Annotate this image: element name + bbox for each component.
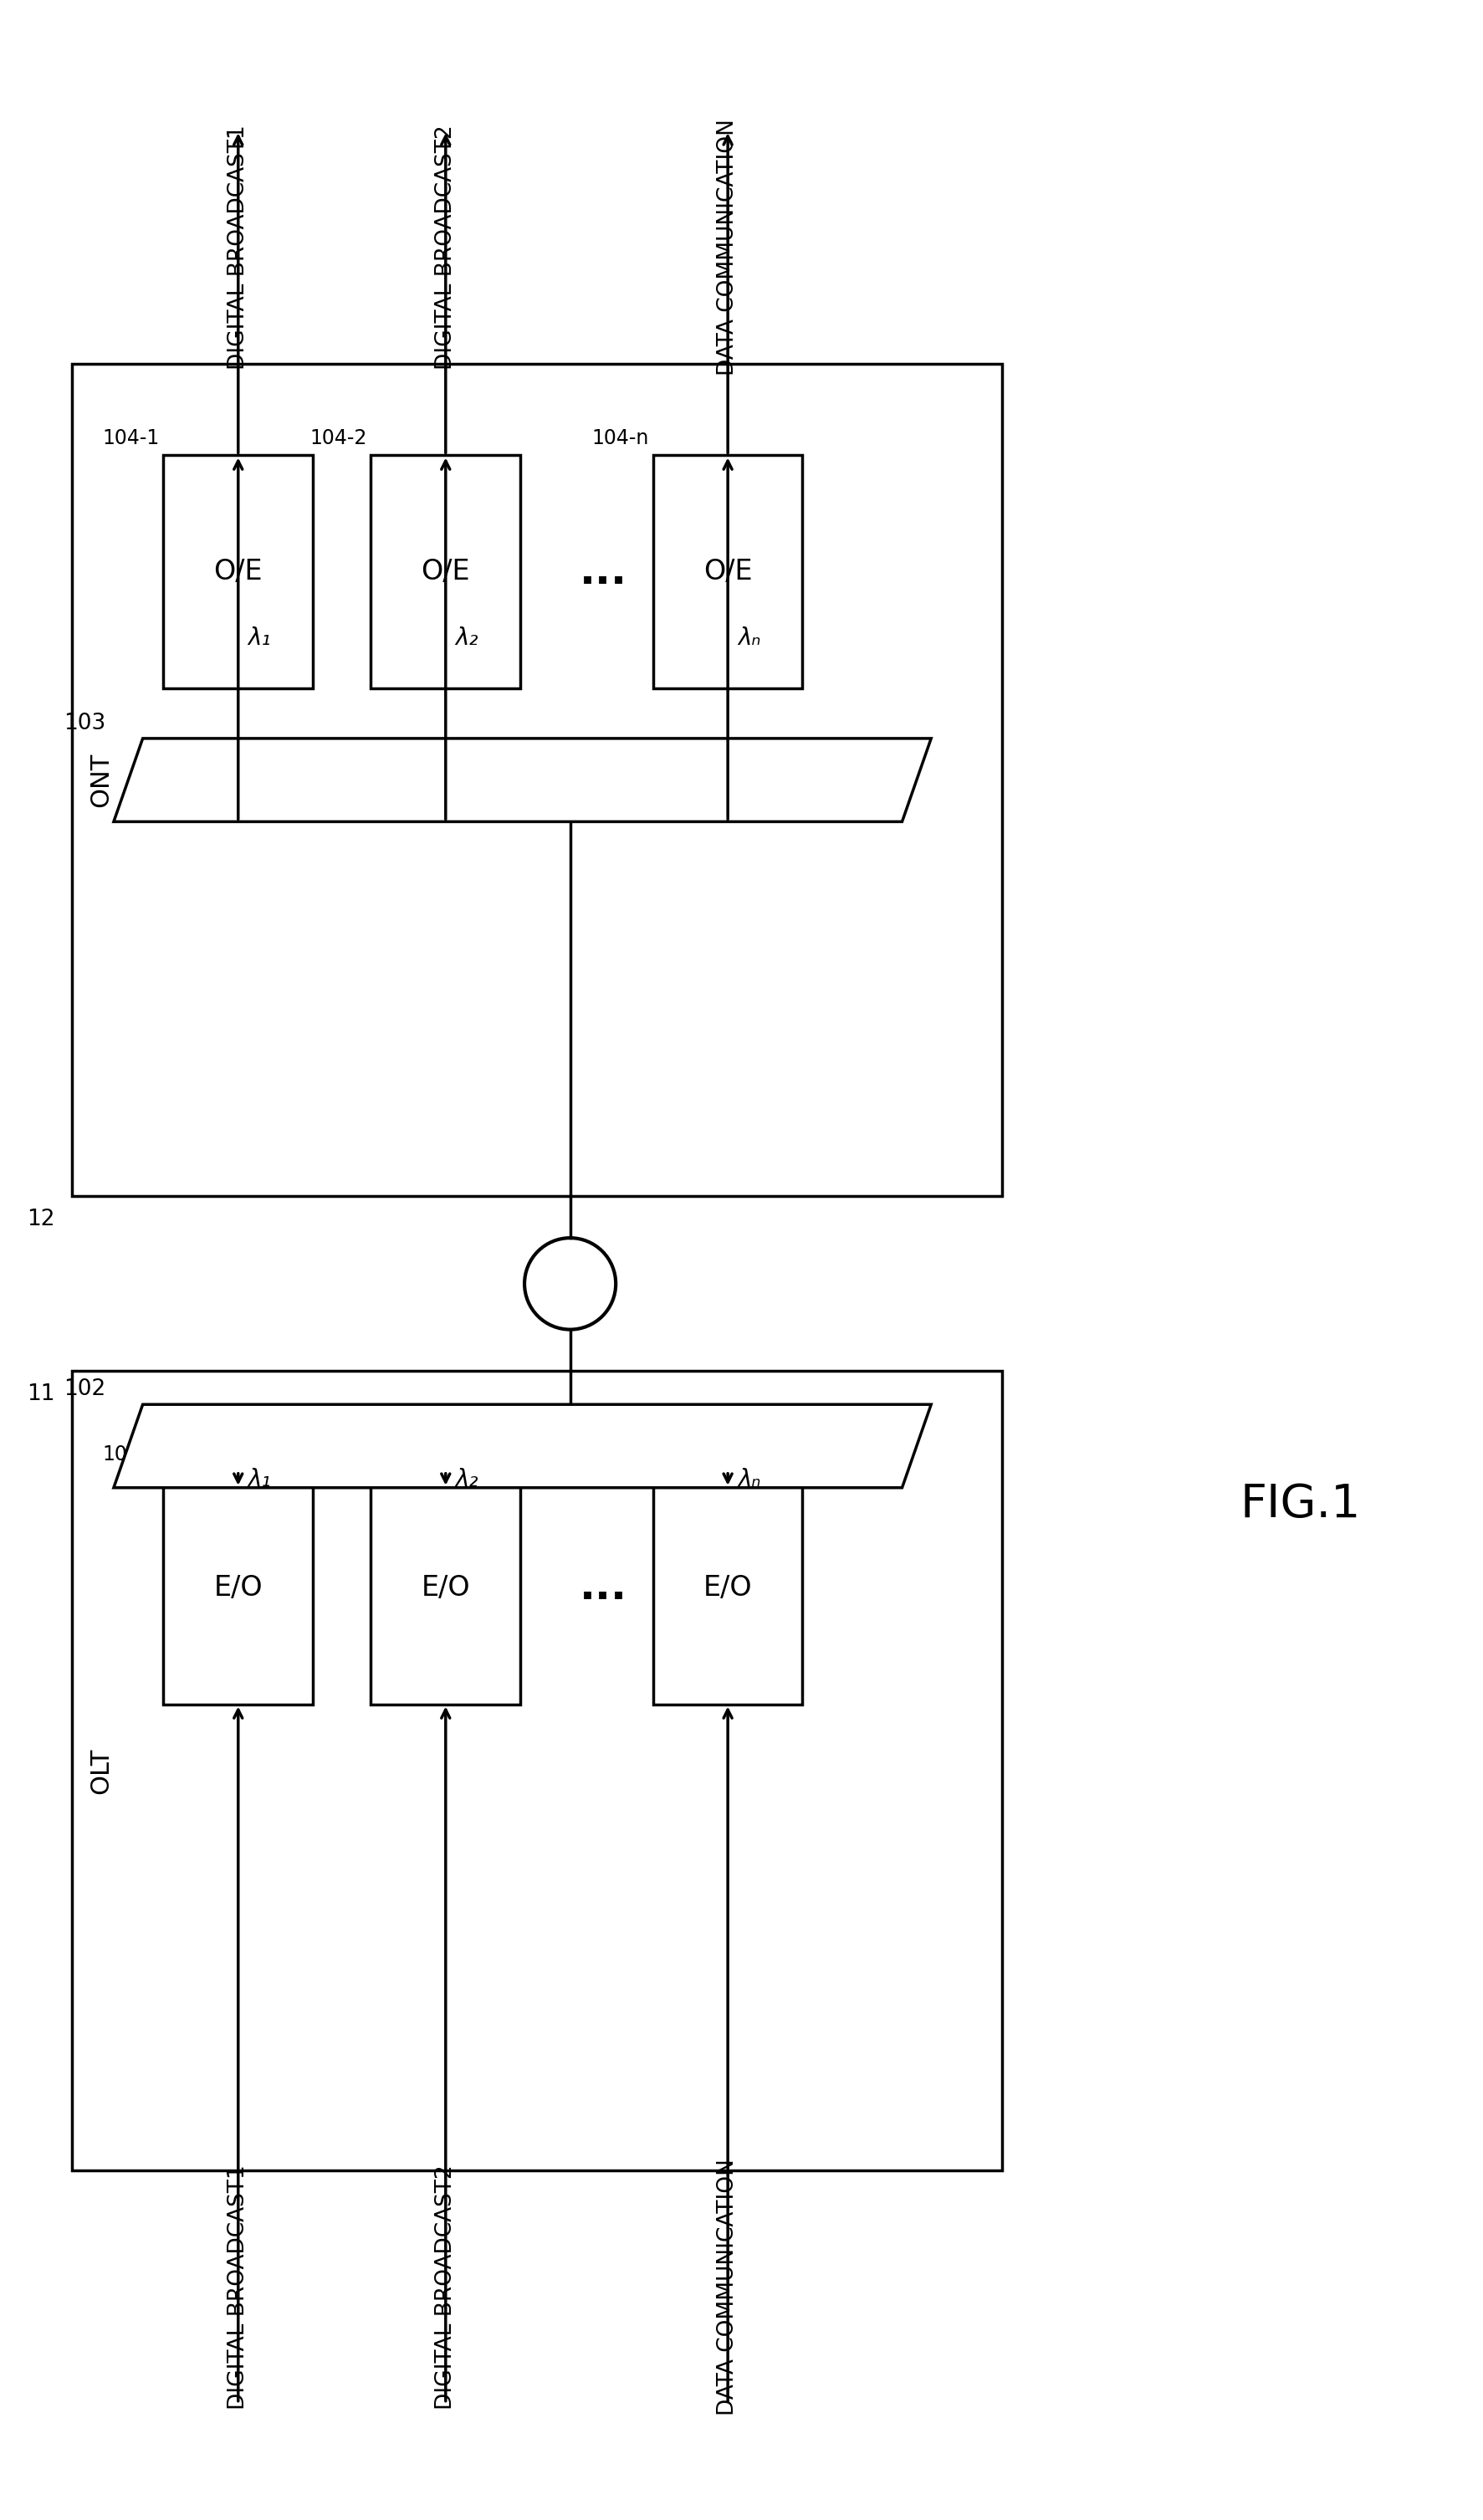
Text: λ₂: λ₂ — [455, 627, 479, 650]
Text: E/O: E/O — [421, 1575, 470, 1600]
Polygon shape — [114, 738, 931, 822]
Bar — [653, 456, 802, 688]
Bar — [73, 363, 1001, 1197]
Text: 103: 103 — [64, 713, 105, 733]
Text: E/O: E/O — [214, 1575, 262, 1600]
Text: DIGITAL BROADCAST1: DIGITAL BROADCAST1 — [227, 2165, 249, 2409]
Text: λ₁: λ₁ — [248, 1467, 271, 1492]
Text: 102: 102 — [64, 1378, 105, 1401]
Text: DIGITAL BROADCAST2: DIGITAL BROADCAST2 — [435, 2165, 457, 2409]
Text: 101-1: 101-1 — [102, 1444, 159, 1464]
Text: λₙ: λₙ — [737, 1467, 761, 1492]
Bar — [371, 1472, 521, 1704]
Text: 104-n: 104-n — [592, 428, 648, 449]
Text: E/O: E/O — [703, 1575, 752, 1600]
Text: 104-2: 104-2 — [310, 428, 366, 449]
Bar — [163, 1472, 313, 1704]
Text: 101-2: 101-2 — [310, 1444, 366, 1464]
Bar — [653, 1472, 802, 1704]
Text: DATA COMMUNICATION: DATA COMMUNICATION — [716, 2160, 739, 2414]
Text: ONT: ONT — [89, 753, 113, 806]
Text: DIGITAL BROADCAST2: DIGITAL BROADCAST2 — [435, 126, 457, 370]
Bar — [371, 456, 521, 688]
Text: λₙ: λₙ — [737, 627, 761, 650]
Text: O/E: O/E — [421, 557, 470, 585]
Text: 104-1: 104-1 — [102, 428, 159, 449]
Polygon shape — [114, 1404, 931, 1487]
Text: 11: 11 — [27, 1383, 55, 1406]
Text: FIG.1: FIG.1 — [1240, 1482, 1360, 1527]
Text: DATA COMMUNICATION: DATA COMMUNICATION — [716, 118, 739, 375]
Text: O/E: O/E — [214, 557, 262, 585]
Text: 12: 12 — [27, 1210, 55, 1230]
Text: ...: ... — [580, 552, 627, 592]
Text: DIGITAL BROADCAST1: DIGITAL BROADCAST1 — [227, 126, 249, 370]
Text: O/E: O/E — [703, 557, 752, 585]
Bar — [163, 456, 313, 688]
Text: λ₁: λ₁ — [248, 627, 271, 650]
Text: 101-n: 101-n — [592, 1444, 648, 1464]
Bar — [73, 1371, 1001, 2170]
Text: ...: ... — [580, 1567, 627, 1608]
Text: OLT: OLT — [89, 1749, 113, 1794]
Text: λ₂: λ₂ — [455, 1467, 479, 1492]
